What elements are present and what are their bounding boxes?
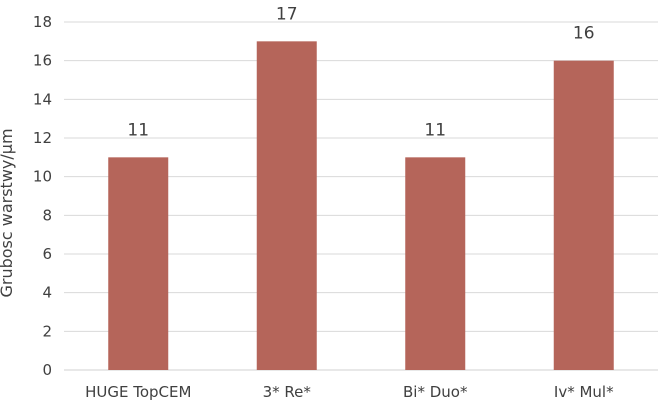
y-tick-label: 4 (42, 284, 52, 302)
x-category-label: Bi* Duo* (403, 383, 468, 401)
bar (256, 41, 317, 370)
y-tick-label: 10 (33, 168, 52, 186)
bar (405, 157, 466, 370)
data-label: 16 (573, 24, 595, 44)
y-axis-label: Grubosc warstwy/μm (0, 128, 16, 297)
y-tick-label: 18 (33, 13, 52, 31)
y-tick-label: 12 (33, 129, 52, 147)
bar (553, 60, 614, 371)
x-axis-categories: HUGE TopCEM 3* Re* Bi* Duo* Iv* Mul* (85, 383, 614, 401)
bar (108, 157, 169, 370)
x-category-label: HUGE TopCEM (85, 383, 191, 401)
y-tick-label: 2 (42, 322, 52, 340)
bars (108, 41, 614, 371)
data-label: 11 (127, 120, 149, 140)
x-category-label: 3* Re* (263, 383, 312, 401)
y-axis-ticks: 0 2 4 6 8 10 12 14 16 18 (33, 13, 52, 379)
y-tick-label: 0 (42, 361, 52, 379)
y-tick-label: 6 (42, 245, 52, 263)
x-category-label: Iv* Mul* (554, 383, 614, 401)
y-tick-label: 8 (42, 206, 52, 224)
data-label: 17 (276, 4, 298, 24)
data-labels: 11 17 11 16 (127, 4, 594, 140)
y-tick-label: 16 (33, 52, 52, 70)
y-tick-label: 14 (33, 90, 52, 108)
data-label: 11 (424, 120, 446, 140)
